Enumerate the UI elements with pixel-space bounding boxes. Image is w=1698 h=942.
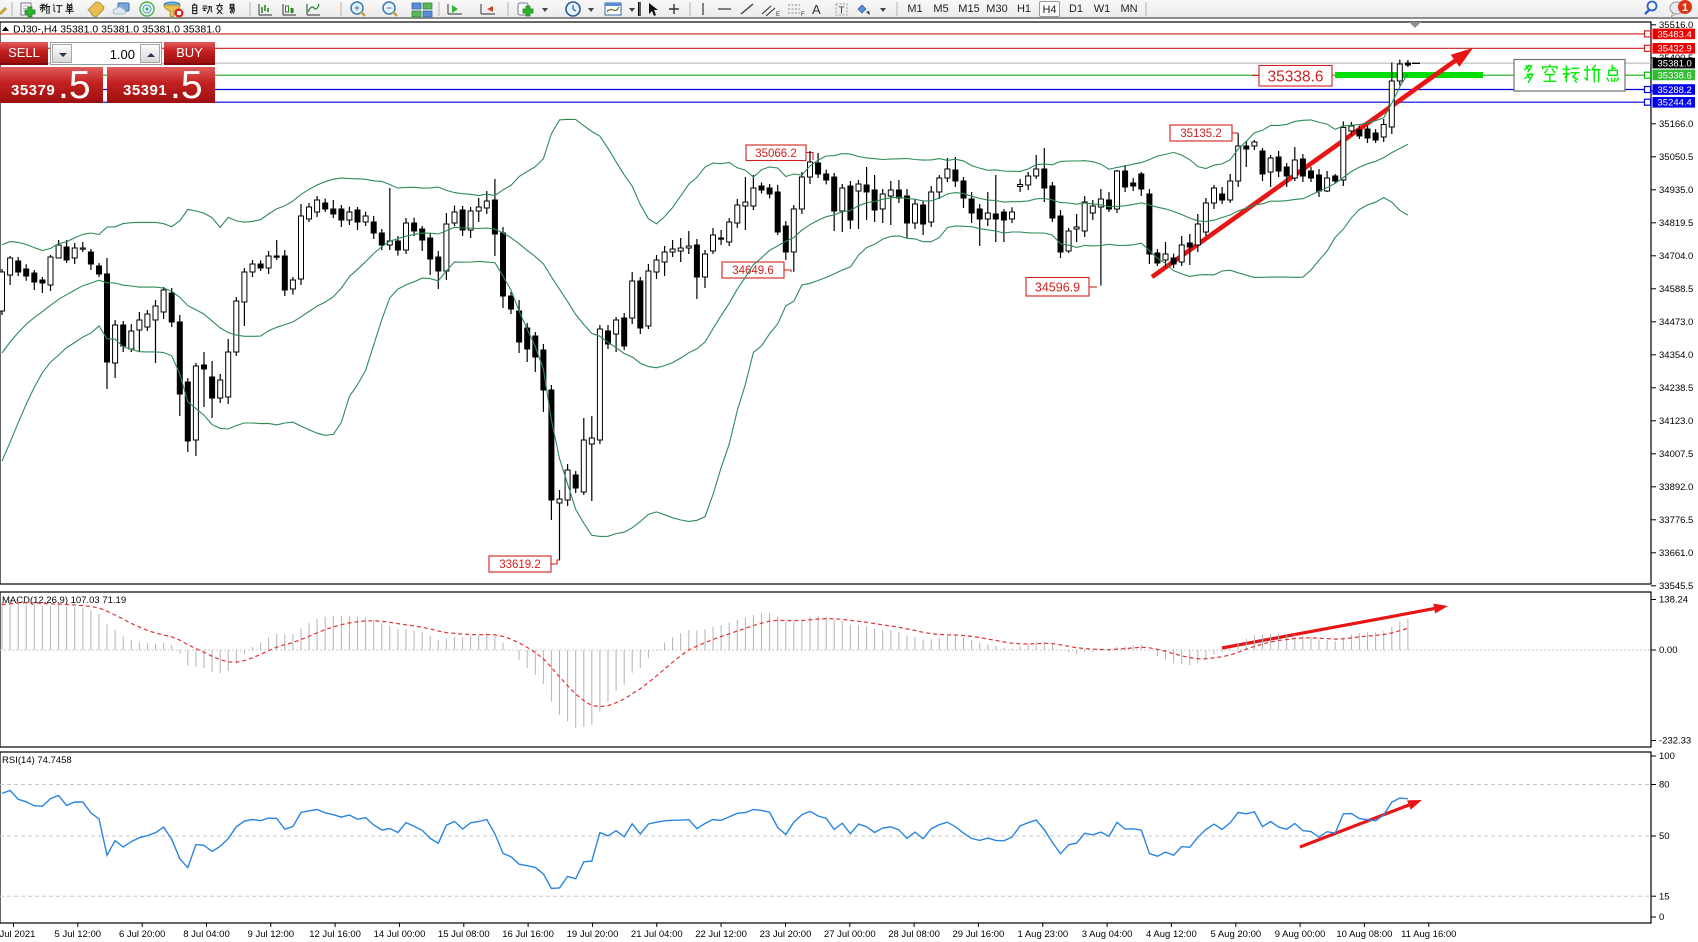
- svg-text:28 Jul 08:00: 28 Jul 08:00: [888, 929, 940, 940]
- svg-text:6 Jul 20:00: 6 Jul 20:00: [119, 929, 165, 940]
- svg-text:138.24: 138.24: [1659, 595, 1688, 606]
- svg-text:10 Aug 08:00: 10 Aug 08:00: [1336, 929, 1392, 940]
- svg-text:19 Jul 20:00: 19 Jul 20:00: [567, 929, 619, 940]
- svg-text:35050.5: 35050.5: [1659, 152, 1693, 163]
- svg-text:8 Jul 04:00: 8 Jul 04:00: [183, 929, 229, 940]
- svg-text:15: 15: [1659, 891, 1670, 902]
- svg-text:34935.0: 34935.0: [1659, 185, 1693, 196]
- svg-text:DJ30-,H4 35381.0 35381.0 3538: DJ30-,H4 35381.0 35381.0 35381.0 35381.0: [13, 24, 221, 36]
- svg-text:21 Jul 04:00: 21 Jul 04:00: [631, 929, 683, 940]
- svg-text:A: A: [812, 2, 821, 17]
- svg-text:4 Aug 12:00: 4 Aug 12:00: [1146, 929, 1197, 940]
- svg-text:35381.0: 35381.0: [1658, 59, 1692, 70]
- svg-text:35432.9: 35432.9: [1658, 44, 1692, 55]
- svg-text:34473.0: 34473.0: [1659, 317, 1693, 328]
- svg-text:MACD(12,26,9) 107.03 71.19: MACD(12,26,9) 107.03 71.19: [2, 595, 126, 606]
- svg-text:35244.4: 35244.4: [1658, 98, 1692, 109]
- svg-text:0.00: 0.00: [1659, 645, 1678, 656]
- svg-text:22 Jul 12:00: 22 Jul 12:00: [695, 929, 747, 940]
- svg-text:33619.2: 33619.2: [499, 559, 541, 571]
- svg-text:34123.0: 34123.0: [1659, 416, 1693, 427]
- svg-text:35166.0: 35166.0: [1659, 119, 1693, 130]
- svg-text:12 Jul 16:00: 12 Jul 16:00: [309, 929, 361, 940]
- svg-text:+: +: [354, 3, 359, 13]
- svg-text:35338.6: 35338.6: [1267, 68, 1323, 85]
- svg-text:35483.4: 35483.4: [1658, 29, 1692, 40]
- svg-text:33545.5: 33545.5: [1659, 581, 1693, 592]
- svg-text:35135.2: 35135.2: [1180, 128, 1222, 140]
- svg-text:15 Jul 08:00: 15 Jul 08:00: [438, 929, 490, 940]
- svg-text:34819.5: 34819.5: [1659, 218, 1693, 229]
- svg-text:35066.2: 35066.2: [755, 148, 797, 160]
- svg-text:50: 50: [1659, 831, 1670, 842]
- svg-text:35516.0: 35516.0: [1659, 21, 1693, 31]
- svg-text:14 Jul 00:00: 14 Jul 00:00: [374, 929, 426, 940]
- svg-text:2 Jul 2021: 2 Jul 2021: [0, 929, 35, 940]
- svg-text:RSI(14) 74.7458: RSI(14) 74.7458: [2, 755, 72, 766]
- svg-text:29 Jul 16:00: 29 Jul 16:00: [953, 929, 1005, 940]
- svg-text:1 Aug 23:00: 1 Aug 23:00: [1017, 929, 1068, 940]
- svg-text:80: 80: [1659, 780, 1670, 791]
- svg-text:T: T: [839, 6, 845, 17]
- svg-text:34238.5: 34238.5: [1659, 383, 1693, 394]
- svg-text:35288.2: 35288.2: [1658, 85, 1692, 96]
- svg-text:5 Aug 20:00: 5 Aug 20:00: [1210, 929, 1261, 940]
- svg-text:34704.0: 34704.0: [1659, 251, 1693, 262]
- svg-text:11 Aug 16:00: 11 Aug 16:00: [1401, 929, 1456, 940]
- svg-text:33892.0: 33892.0: [1659, 482, 1693, 493]
- svg-text:33661.0: 33661.0: [1659, 548, 1693, 559]
- svg-text:F: F: [801, 12, 805, 18]
- svg-text:−: −: [386, 3, 391, 13]
- svg-text:34596.9: 34596.9: [1035, 280, 1080, 294]
- svg-text:0: 0: [1659, 912, 1664, 923]
- svg-text:16 Jul 16:00: 16 Jul 16:00: [502, 929, 554, 940]
- svg-text:-232.33: -232.33: [1659, 736, 1691, 747]
- svg-text:23 Jul 20:00: 23 Jul 20:00: [760, 929, 812, 940]
- svg-text:33776.5: 33776.5: [1659, 515, 1693, 526]
- svg-text:1: 1: [1682, 2, 1688, 14]
- svg-text:3 Aug 04:00: 3 Aug 04:00: [1082, 929, 1133, 940]
- svg-text:34649.6: 34649.6: [732, 265, 774, 277]
- svg-text:34354.0: 34354.0: [1659, 350, 1693, 361]
- svg-text:9 Aug 00:00: 9 Aug 00:00: [1275, 929, 1326, 940]
- svg-text:27 Jul 00:00: 27 Jul 00:00: [824, 929, 876, 940]
- svg-text:34588.5: 34588.5: [1659, 284, 1693, 295]
- svg-text:E: E: [776, 12, 780, 18]
- svg-text:5 Jul 12:00: 5 Jul 12:00: [55, 929, 101, 940]
- svg-text:100: 100: [1659, 751, 1675, 762]
- svg-text:34007.5: 34007.5: [1659, 449, 1693, 460]
- svg-text:35338.6: 35338.6: [1658, 70, 1692, 81]
- svg-text:9 Jul 12:00: 9 Jul 12:00: [248, 929, 294, 940]
